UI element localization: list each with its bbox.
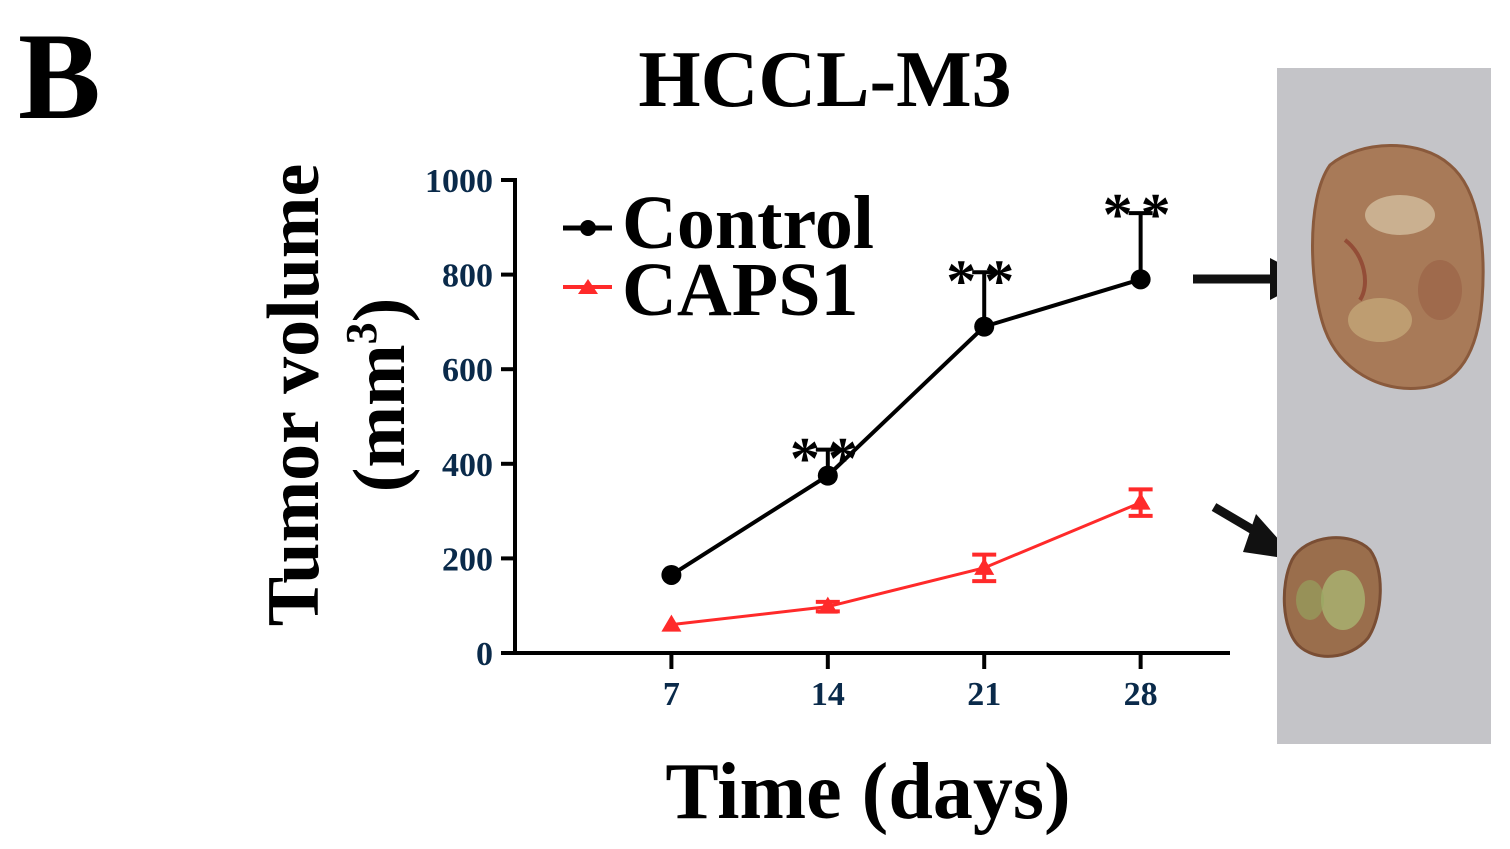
y-tick-label: 200 [442, 541, 493, 578]
data-point-control [1130, 269, 1151, 290]
x-tick-label: 28 [1124, 676, 1158, 713]
significance-annotation: ** [946, 248, 1022, 314]
y-axis-unit-text: (mm [339, 344, 421, 492]
data-point-caps1 [1130, 492, 1151, 510]
y-axis-label-unit: (mm3) [337, 298, 421, 493]
y-tick-label: 1000 [425, 163, 493, 200]
data-point-control [661, 564, 682, 585]
series-line-control [670, 277, 1142, 577]
annotations-layer: ** ** ** [790, 182, 1179, 492]
x-tick-label: 7 [663, 676, 680, 713]
y-ticks: 0 200 400 600 800 1000 [425, 163, 515, 673]
x-ticks: 7 14 21 28 [663, 653, 1158, 713]
x-tick-label: 21 [967, 676, 1001, 713]
panel-label: B [18, 8, 101, 145]
y-tick-label: 800 [442, 258, 493, 295]
chart-title: HCCL-M3 [638, 36, 1011, 124]
legend-control-label: Control [622, 181, 874, 265]
legend: Control CAPS1 [563, 181, 874, 332]
y-axis-unit-sup: 3 [337, 322, 386, 344]
x-tick-label: 14 [811, 676, 845, 713]
data-point-caps1 [817, 596, 838, 614]
legend-caps1-label: CAPS1 [622, 248, 858, 332]
series-line-caps1 [671, 501, 1142, 627]
legend-control-marker [580, 220, 596, 236]
data-point-control [817, 465, 838, 486]
tumor-photo [1277, 68, 1491, 744]
y-axis-label-main: Tumor volume [253, 164, 335, 627]
small-tumor [1282, 536, 1382, 658]
y-axis-unit-close: ) [339, 298, 421, 323]
significance-annotation: ** [790, 425, 866, 491]
y-tick-label: 0 [476, 636, 493, 673]
series-caps1 [661, 487, 1153, 632]
y-tick-label: 600 [442, 352, 493, 389]
legend-caps1-marker [578, 279, 598, 294]
series-layer [661, 211, 1153, 632]
significance-annotation: ** [1103, 182, 1179, 248]
data-point-caps1 [661, 614, 682, 632]
x-axis-label: Time (days) [665, 748, 1070, 836]
large-tumor [1311, 144, 1485, 390]
data-point-caps1 [974, 557, 995, 575]
series-control [661, 211, 1153, 585]
data-point-control [974, 316, 995, 337]
y-tick-label: 400 [442, 447, 493, 484]
